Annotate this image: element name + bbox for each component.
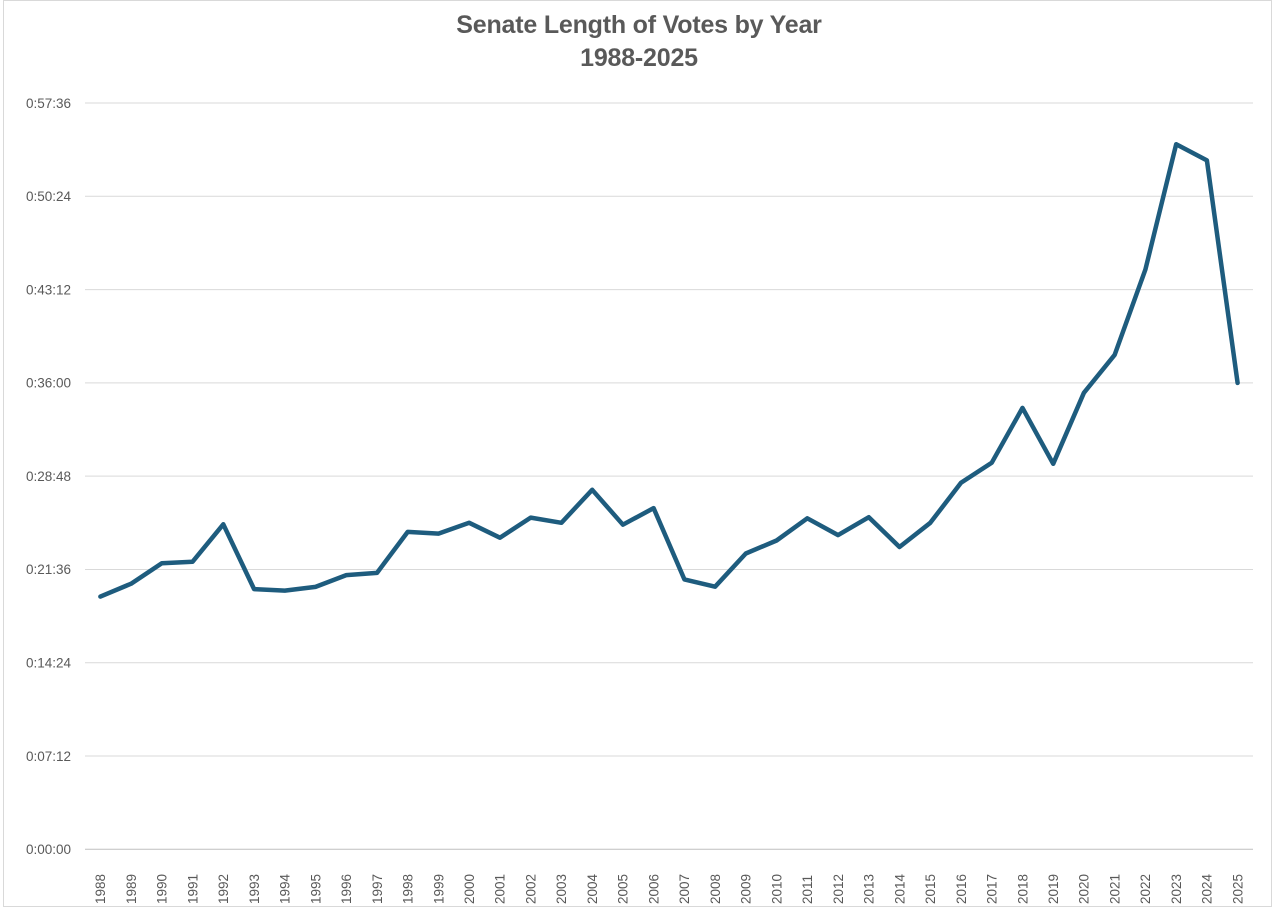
x-axis-tick-label: 2008 [708,874,723,904]
x-axis-tick-label: 2021 [1107,874,1122,904]
x-axis-tick-label: 2020 [1077,874,1092,904]
y-axis-tick-label: 0:28:48 [26,469,71,484]
y-axis-tick-label: 0:43:12 [26,282,71,297]
x-axis-tick-label: 2024 [1200,873,1215,904]
x-axis-tick-label: 2001 [493,874,508,904]
x-axis-tick-label: 2022 [1138,874,1153,904]
y-axis-tick-label: 0:36:00 [26,376,71,391]
x-axis-tick-label: 2004 [585,873,600,904]
chart-title-line2: 1988-2025 [580,44,698,72]
x-axis-tick-label: 2013 [862,874,877,904]
chart-title-line1: Senate Length of Votes by Year [456,11,822,39]
x-axis-tick-label: 2010 [769,874,784,904]
x-axis-tick-label: 1989 [124,874,139,904]
y-axis-tick-label: 0:14:24 [26,656,72,671]
x-axis-tick-label: 1993 [247,874,262,904]
x-axis-tick-label: 1988 [93,874,108,904]
x-axis-tick-label: 2018 [1015,874,1030,904]
y-axis-tick-label: 0:07:12 [26,749,71,764]
x-axis-tick-label: 2006 [646,874,661,904]
x-axis-tick-label: 2005 [616,874,631,904]
y-axis-tick-label: 0:21:36 [26,562,71,577]
x-axis-tick-label: 2007 [677,874,692,904]
y-axis-tick-label: 0:00:00 [26,842,71,857]
x-axis-tick-label: 2000 [462,874,477,904]
x-axis-tick-label: 2011 [800,875,815,904]
x-axis-tick-label: 1996 [339,874,354,904]
x-axis-tick-label: 2002 [523,874,538,904]
x-axis-tick-label: 2015 [923,874,938,904]
x-axis-tick-label: 2025 [1230,874,1245,904]
x-axis-tick-label: 1998 [401,874,416,904]
x-axis-tick-label: 2019 [1046,874,1061,904]
x-axis-tick-label: 1994 [278,873,293,904]
x-axis-tick-label: 1997 [370,874,385,904]
x-axis-tick-label: 2012 [831,874,846,904]
x-axis-tick-label: 1995 [308,874,323,904]
x-axis-tick-label: 2009 [739,874,754,904]
x-axis-tick-label: 1990 [155,874,170,904]
y-axis-tick-label: 0:50:24 [26,189,72,204]
data-line [98,141,1240,599]
x-axis-tick-label: 2003 [554,874,569,904]
x-axis-tick-label: 1992 [216,874,231,904]
x-axis-tick-label: 2016 [954,874,969,904]
x-axis-tick-label: 1991 [185,874,200,904]
x-axis-tick-label: 2023 [1169,874,1184,904]
chart-title: Senate Length of Votes by Year 1988-2025 [0,9,1278,75]
x-axis-tick-label: 2014 [892,873,907,904]
x-axis-tick-label: 1999 [431,874,446,904]
x-axis-tick-label: 2017 [985,874,1000,904]
y-axis-tick-label: 0:57:36 [26,96,71,111]
